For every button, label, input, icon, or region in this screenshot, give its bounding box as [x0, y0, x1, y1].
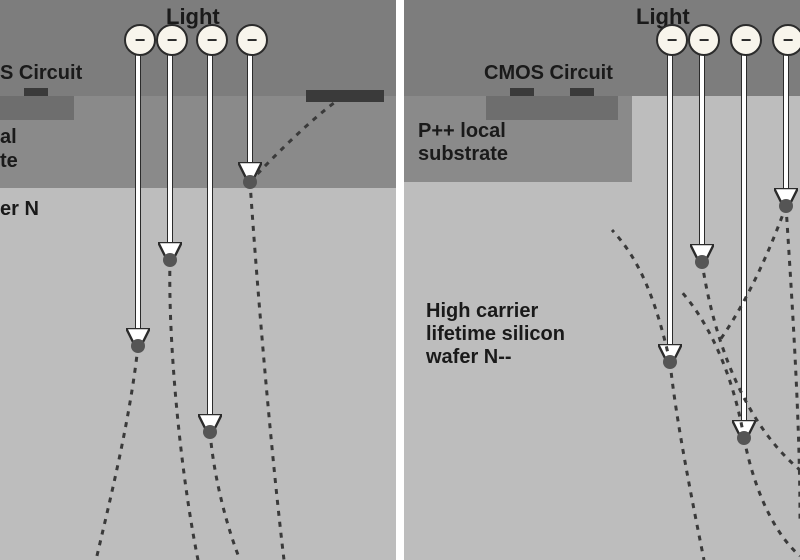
- label-al: al: [0, 126, 17, 149]
- electron-icon: −: [688, 24, 720, 56]
- right-cmos-top1: [510, 88, 534, 96]
- label-wafer: High carrier lifetime silicon wafer N--: [426, 300, 565, 369]
- carrier-dot: [203, 425, 217, 439]
- electron-icon: −: [772, 24, 800, 56]
- label-cmos-right: CMOS Circuit: [484, 62, 613, 85]
- left-cmos-box: [0, 96, 74, 120]
- label-psub: P++ local substrate: [418, 120, 508, 166]
- diagram-root: Light Light S Circuit CMOS Circuit al te…: [0, 0, 800, 560]
- electron-icon: −: [196, 24, 228, 56]
- electron-icon: −: [156, 24, 188, 56]
- carrier-dot: [779, 199, 793, 213]
- label-te: te: [0, 150, 18, 173]
- carrier-dot: [737, 431, 751, 445]
- electron-icon: −: [656, 24, 688, 56]
- left-photodiode-contact: [306, 90, 384, 102]
- label-cmos-left: S Circuit: [0, 62, 82, 85]
- carrier-dot: [695, 255, 709, 269]
- electron-icon: −: [236, 24, 268, 56]
- electron-icon: −: [124, 24, 156, 56]
- left-cmos-top: [24, 88, 48, 96]
- carrier-dot: [243, 175, 257, 189]
- label-erN: er N: [0, 198, 39, 221]
- panel-divider: [396, 0, 404, 560]
- carrier-dot: [163, 253, 177, 267]
- electron-icon: −: [730, 24, 762, 56]
- carrier-dot: [131, 339, 145, 353]
- right-cmos-box: [486, 96, 618, 120]
- carrier-dot: [663, 355, 677, 369]
- right-cmos-top2: [570, 88, 594, 96]
